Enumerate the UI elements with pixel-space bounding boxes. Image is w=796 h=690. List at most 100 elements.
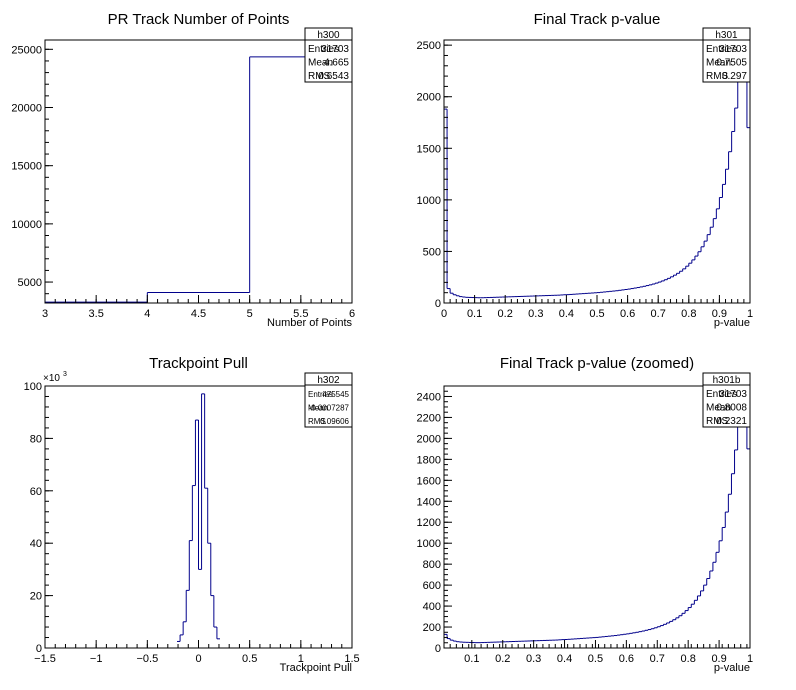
x-tick-label: 0.7 [650,653,665,665]
x-axis-label: p-value [714,662,750,674]
stats-box-name: h300 [317,30,340,41]
x-tick-label: 0.9 [711,653,726,665]
y-axis-multiplier: ×10 [43,373,60,384]
stats-row-value: 31703 [719,389,747,400]
x-tick-label: −0.5 [136,653,158,665]
stats-row-label: RMS [308,417,326,426]
x-tick-label: 1 [298,653,304,665]
y-tick-label: 2000 [417,433,441,445]
y-tick-label: 40 [30,538,42,550]
histogram-series [45,56,352,303]
y-tick-label: 2000 [417,92,441,104]
chart-title: Final Track p-value [534,11,661,28]
y-tick-label: 500 [423,246,441,258]
y-tick-label: 5000 [18,277,42,289]
panel-trackpoint-pull: Trackpoint Pull −1.5 −1 −0.5 0 0.5 1 1.5 0 20 40 60… [24,355,360,674]
y-tick-label: 25000 [11,44,42,56]
x-tick-label: 0.6 [620,308,635,320]
y-tick-label: 400 [423,601,441,613]
y-axis-multiplier-exponent: 3 [63,371,67,378]
stats-row-value: -0.0007287 [309,404,350,413]
x-tick-label: 0.8 [681,653,696,665]
x-tick-label: 0.6 [619,653,634,665]
x-tick-label: 3.5 [89,308,104,320]
x-tick-label: 0.1 [467,308,482,320]
x-tick-label: 0 [441,308,447,320]
stats-row-label: Entries [706,389,737,400]
stats-box-frame [702,372,751,428]
stats-box-frame [304,372,353,428]
y-tick-label: 80 [30,433,42,445]
x-tick-label: 0.5 [242,653,257,665]
stats-row-label: Mean [706,403,731,414]
x-tick-label: −1 [90,653,103,665]
y-tick-label: 60 [30,486,42,498]
x-tick-label: 6 [349,308,355,320]
x-tick-label: 5 [247,308,253,320]
y-tick-label: 2200 [417,412,441,424]
y-tick-label: 0 [435,298,441,310]
y-tick-label: 1400 [417,496,441,508]
panel-pr-track-number-of-points: PR Track Number of Points 3 3.5 4 4.5 5 5.5 6 50… [11,11,355,329]
chart-title: Trackpoint Pull [149,355,248,372]
x-tick-label: 4.5 [191,308,206,320]
x-tick-label: 1.5 [344,653,359,665]
stats-row-value: 0.6543 [318,71,349,82]
y-tick-label: 1200 [417,517,441,529]
stats-row-label: Entries [706,44,737,55]
y-tick-label: 0 [435,643,441,655]
x-tick-label: 1 [747,653,753,665]
stats-row-label: Entries [308,44,339,55]
x-tick-label: 0.4 [557,653,572,665]
stats-row-label: Mean [308,58,333,69]
x-tick-label: 5.5 [293,308,308,320]
y-tick-label: 200 [423,622,441,634]
x-tick-label: 0.5 [588,653,603,665]
x-tick-label: 0.7 [651,308,666,320]
stats-row-value: 0.297 [722,71,747,82]
stats-row-label: Entries [308,390,333,399]
x-tick-label: 1 [747,308,753,320]
x-tick-label: 0 [195,653,201,665]
y-tick-label: 1600 [417,475,441,487]
stats-row-value: 0.2321 [716,416,747,427]
y-tick-label: 1500 [417,143,441,155]
y-tick-label: 1000 [417,538,441,550]
chart-title: PR Track Number of Points [108,11,290,28]
stats-row-value: 0.09606 [320,417,349,426]
x-tick-label: 0.3 [526,653,541,665]
y-tick-label: 2400 [417,391,441,403]
x-tick-label: 0.2 [498,308,513,320]
y-tick-label: 2500 [417,40,441,52]
chart-title: Final Track p-value (zoomed) [500,355,694,372]
x-tick-label: 0.5 [589,308,604,320]
stats-row-value: 0.8008 [716,403,747,414]
y-tick-label: 0 [36,643,42,655]
stats-row-value: 31703 [719,44,747,55]
x-axis-label: Number of Points [267,317,352,329]
stats-row-label: RMS [706,71,729,82]
panel-final-track-p-value-zoomed: Final Track p-value (zoomed) 0.1 0.2 0.3 0.4… [417,355,754,674]
stats-box-frame [702,27,751,83]
x-axis-label: Trackpoint Pull [280,662,352,674]
x-tick-label: 3 [42,308,48,320]
y-tick-label: 600 [423,580,441,592]
stats-box-frame [304,27,353,83]
x-tick-label: 0.1 [464,653,479,665]
stats-row-value: 475545 [322,390,349,399]
y-tick-label: 20 [30,591,42,603]
x-tick-label: 0.4 [559,308,574,320]
stats-box-name: h302 [317,375,340,386]
x-axis-label: p-value [714,317,750,329]
y-tick-label: 100 [24,381,42,393]
x-tick-label: 0.3 [528,308,543,320]
x-tick-label: 0.2 [495,653,510,665]
stats-row-value: 4.665 [324,58,349,69]
histogram-series [177,393,220,642]
stats-row-value: 0.7505 [716,58,747,69]
